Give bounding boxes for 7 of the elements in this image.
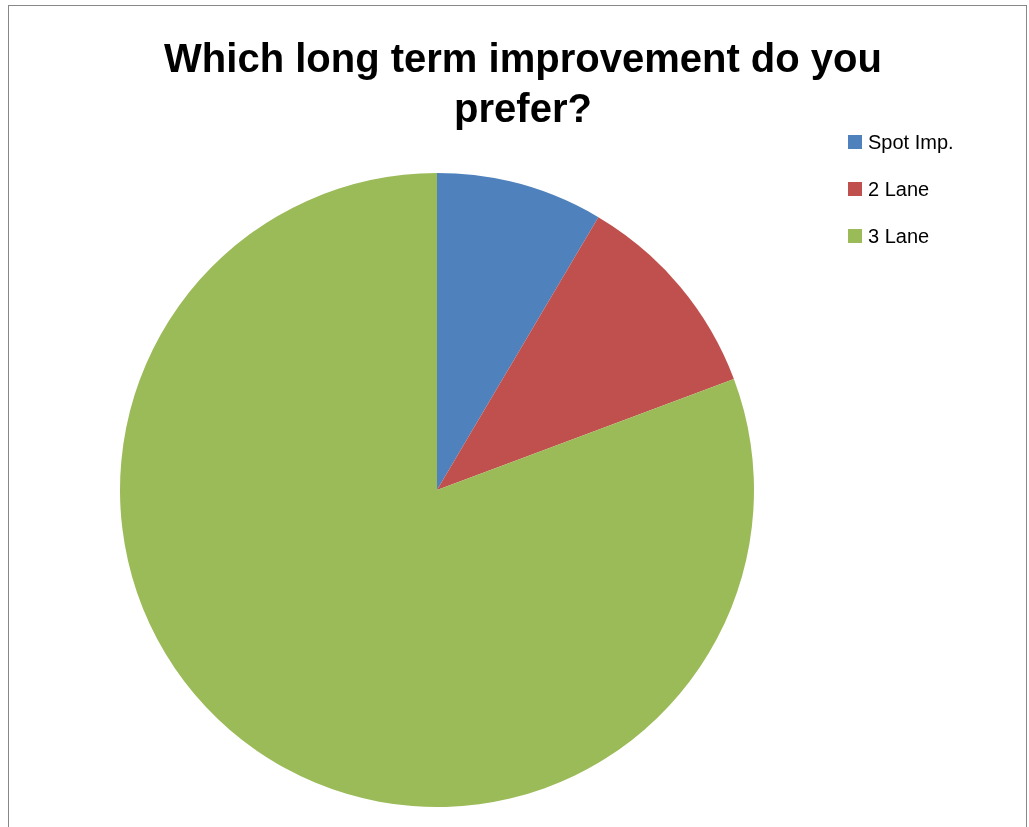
- chart-title: Which long term improvement do you prefer?: [164, 36, 882, 130]
- pie-slice: [437, 173, 599, 490]
- legend-label: 2 Lane: [868, 178, 930, 200]
- legend-label: 3 Lane: [868, 225, 930, 247]
- pie-slice: [437, 217, 734, 490]
- pie-slice: [120, 173, 754, 807]
- legend-label: Spot Imp.: [868, 131, 954, 153]
